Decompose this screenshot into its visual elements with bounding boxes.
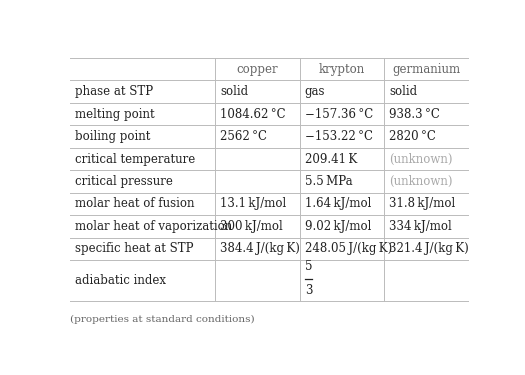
Text: 209.41 K: 209.41 K xyxy=(304,153,357,165)
Text: 938.3 °C: 938.3 °C xyxy=(389,108,440,121)
Text: solid: solid xyxy=(220,85,248,98)
Text: 321.4 J/(kg K): 321.4 J/(kg K) xyxy=(389,242,469,255)
Text: critical temperature: critical temperature xyxy=(75,153,195,165)
Text: solid: solid xyxy=(389,85,417,98)
Text: specific heat at STP: specific heat at STP xyxy=(75,242,193,255)
Text: copper: copper xyxy=(237,63,278,76)
Text: adiabatic index: adiabatic index xyxy=(75,274,165,287)
Text: (unknown): (unknown) xyxy=(389,175,453,188)
Text: critical pressure: critical pressure xyxy=(75,175,172,188)
Text: 2562 °C: 2562 °C xyxy=(220,130,267,143)
Text: −157.36 °C: −157.36 °C xyxy=(304,108,373,121)
Text: (properties at standard conditions): (properties at standard conditions) xyxy=(70,315,254,324)
Text: 300 kJ/mol: 300 kJ/mol xyxy=(220,220,283,233)
Text: germanium: germanium xyxy=(392,63,460,76)
Text: krypton: krypton xyxy=(319,63,365,76)
Text: 5: 5 xyxy=(304,260,312,273)
Text: (unknown): (unknown) xyxy=(389,153,453,165)
Text: 9.02 kJ/mol: 9.02 kJ/mol xyxy=(304,220,371,233)
Text: 13.1 kJ/mol: 13.1 kJ/mol xyxy=(220,198,286,210)
Text: 334 kJ/mol: 334 kJ/mol xyxy=(389,220,452,233)
Text: molar heat of fusion: molar heat of fusion xyxy=(75,198,194,210)
Text: gas: gas xyxy=(304,85,325,98)
Text: 1084.62 °C: 1084.62 °C xyxy=(220,108,286,121)
Text: 384.4 J/(kg K): 384.4 J/(kg K) xyxy=(220,242,300,255)
Text: 31.8 kJ/mol: 31.8 kJ/mol xyxy=(389,198,455,210)
Text: molar heat of vaporization: molar heat of vaporization xyxy=(75,220,232,233)
Text: −153.22 °C: −153.22 °C xyxy=(304,130,373,143)
Text: 5.5 MPa: 5.5 MPa xyxy=(304,175,352,188)
Text: 2820 °C: 2820 °C xyxy=(389,130,436,143)
Text: phase at STP: phase at STP xyxy=(75,85,153,98)
Text: 1.64 kJ/mol: 1.64 kJ/mol xyxy=(304,198,371,210)
Text: melting point: melting point xyxy=(75,108,154,121)
Text: 3: 3 xyxy=(304,284,312,297)
Text: boiling point: boiling point xyxy=(75,130,150,143)
Text: 248.05 J/(kg K): 248.05 J/(kg K) xyxy=(304,242,392,255)
